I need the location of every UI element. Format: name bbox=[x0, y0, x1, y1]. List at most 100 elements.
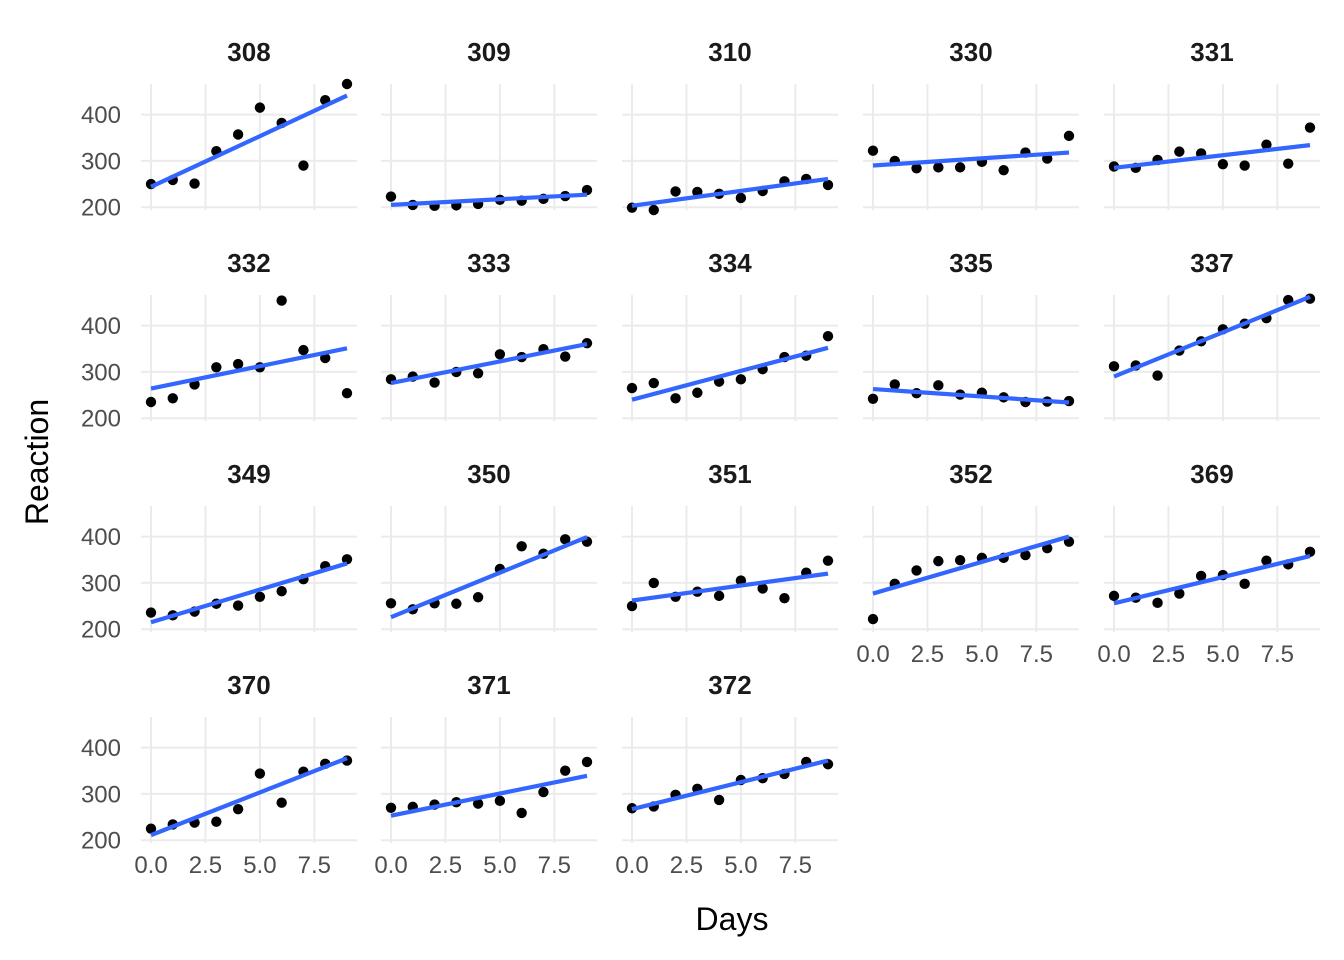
data-point bbox=[889, 379, 900, 390]
data-point bbox=[298, 160, 309, 171]
regression-line bbox=[150, 756, 348, 838]
data-point bbox=[822, 331, 834, 342]
data-point bbox=[232, 358, 244, 370]
data-point bbox=[385, 598, 397, 609]
facet-strip-label: 334 bbox=[708, 248, 752, 278]
data-point bbox=[911, 163, 922, 174]
data-point bbox=[276, 586, 287, 597]
x-tick-label: 7.5 bbox=[1020, 641, 1053, 668]
facet-strip-label: 310 bbox=[708, 37, 751, 67]
data-point bbox=[254, 768, 266, 779]
x-tick-label: 5.0 bbox=[1206, 641, 1239, 668]
facet-strip-label: 372 bbox=[708, 670, 751, 700]
facet-strip-label: 332 bbox=[227, 248, 270, 278]
data-point bbox=[1217, 158, 1229, 170]
data-point bbox=[1261, 555, 1272, 566]
x-tick-label: 2.5 bbox=[429, 852, 462, 879]
facet-panel-335: 335 bbox=[863, 248, 1079, 421]
facet-panels: 308 200 300 400 309 310 330 331 332 200 300 400 333 3… bbox=[81, 37, 1320, 879]
x-tick-label: 7.5 bbox=[298, 852, 331, 879]
data-point bbox=[472, 592, 484, 603]
data-point bbox=[933, 380, 944, 391]
data-point bbox=[167, 393, 178, 404]
facet-panel-309: 309 bbox=[381, 37, 597, 212]
data-point bbox=[560, 765, 571, 776]
facet-strip-label: 335 bbox=[949, 248, 992, 278]
regression-line bbox=[150, 561, 348, 625]
data-point bbox=[713, 794, 725, 806]
regression-line bbox=[150, 93, 348, 189]
data-point bbox=[211, 362, 222, 373]
data-point bbox=[713, 590, 725, 602]
facet-panel-334: 334 bbox=[622, 248, 838, 421]
regression-line bbox=[150, 346, 348, 391]
data-point bbox=[516, 541, 527, 552]
facet-strip-label: 337 bbox=[1190, 248, 1233, 278]
facet-strip-label: 369 bbox=[1190, 459, 1233, 489]
data-point bbox=[1261, 139, 1272, 150]
y-tick-label: 400 bbox=[81, 102, 121, 129]
y-tick-label: 200 bbox=[81, 195, 121, 222]
data-point bbox=[1239, 578, 1250, 590]
data-point bbox=[276, 797, 287, 808]
facet-panel-308: 308 200 300 400 bbox=[81, 37, 357, 222]
data-point bbox=[189, 178, 200, 189]
data-point bbox=[560, 351, 571, 362]
data-point bbox=[1195, 570, 1207, 582]
facet-panel-310: 310 bbox=[622, 37, 838, 216]
data-point bbox=[1174, 588, 1185, 599]
data-point bbox=[648, 377, 659, 389]
facet-panel-369: 369 0.0 2.5 5.0 7.5 bbox=[1097, 459, 1320, 668]
y-tick-label: 400 bbox=[81, 735, 121, 762]
data-point bbox=[692, 387, 703, 398]
regression-line bbox=[872, 534, 1070, 596]
regression-line bbox=[1113, 294, 1311, 379]
data-point bbox=[581, 756, 593, 768]
data-point bbox=[581, 184, 593, 196]
regression-line bbox=[390, 342, 588, 386]
facet-panel-337: 337 bbox=[1104, 248, 1320, 421]
x-tick-label: 5.0 bbox=[965, 641, 998, 668]
x-tick-label: 2.5 bbox=[1152, 641, 1185, 668]
y-tick-label: 400 bbox=[81, 524, 121, 551]
data-point bbox=[933, 555, 944, 567]
facet-strip-label: 330 bbox=[949, 37, 992, 67]
y-tick-label: 200 bbox=[81, 406, 121, 433]
facet-panel-370: 370 200 300 400 0.0 2.5 5.0 7.5 bbox=[81, 670, 357, 879]
data-point bbox=[1108, 361, 1120, 372]
x-axis-title: Days bbox=[696, 901, 769, 937]
data-point bbox=[1108, 590, 1120, 602]
facet-panel-350: 350 bbox=[381, 459, 597, 632]
data-point bbox=[145, 823, 157, 834]
data-point bbox=[341, 388, 353, 399]
x-tick-label: 0.0 bbox=[615, 852, 648, 879]
data-point bbox=[276, 295, 287, 306]
data-point bbox=[779, 592, 790, 604]
y-tick-label: 300 bbox=[81, 359, 121, 386]
data-point bbox=[254, 102, 266, 113]
data-point bbox=[867, 145, 879, 156]
facet-panel-352: 352 0.0 2.5 5.0 7.5 bbox=[856, 459, 1079, 668]
data-point bbox=[385, 802, 397, 813]
data-point bbox=[1283, 158, 1294, 169]
facet-panel-351: 351 bbox=[622, 459, 838, 632]
x-tick-label: 2.5 bbox=[911, 641, 944, 668]
data-point bbox=[538, 786, 549, 798]
data-point bbox=[670, 186, 681, 197]
facet-strip-label: 351 bbox=[708, 459, 751, 489]
data-point bbox=[429, 377, 440, 388]
facet-panel-330: 330 bbox=[863, 37, 1079, 210]
facet-panel-332: 332 200 300 400 bbox=[81, 248, 357, 433]
facet-panel-371: 371 0.0 2.5 5.0 7.5 bbox=[374, 670, 597, 879]
data-point bbox=[1152, 370, 1163, 381]
regression-line bbox=[390, 773, 588, 818]
data-point bbox=[1152, 597, 1163, 609]
data-point bbox=[1020, 549, 1031, 561]
data-point bbox=[1063, 130, 1075, 142]
y-tick-label: 300 bbox=[81, 148, 121, 175]
facet-panel-372: 372 0.0 2.5 5.0 7.5 bbox=[615, 670, 838, 879]
data-point bbox=[211, 816, 222, 827]
regression-line bbox=[872, 386, 1070, 405]
data-point bbox=[735, 192, 747, 204]
facet-strip-label: 371 bbox=[467, 670, 510, 700]
